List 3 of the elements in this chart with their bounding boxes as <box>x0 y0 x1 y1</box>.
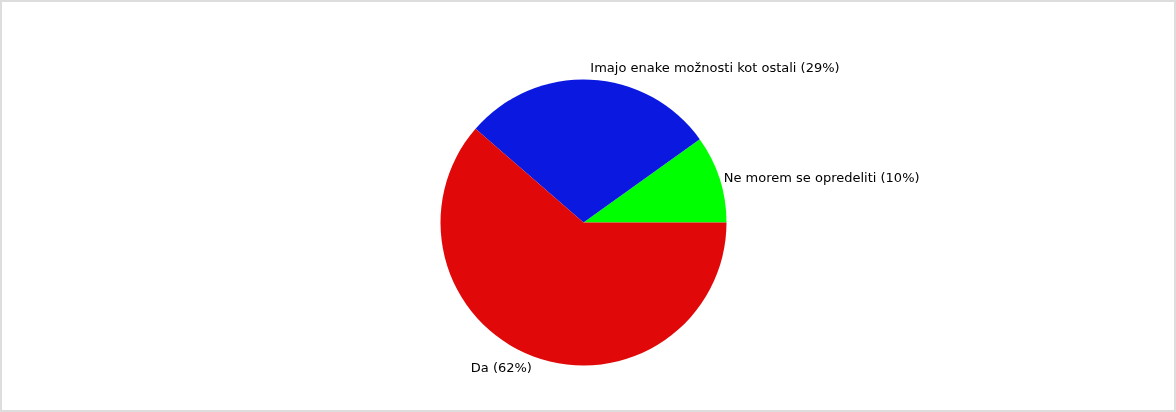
slice-label: Da (62%) <box>470 360 532 376</box>
slice-label: Ne morem se opredeliti (10%) <box>723 169 920 185</box>
slice-label: Imajo enake možnosti kot ostali (29%) <box>590 60 840 76</box>
